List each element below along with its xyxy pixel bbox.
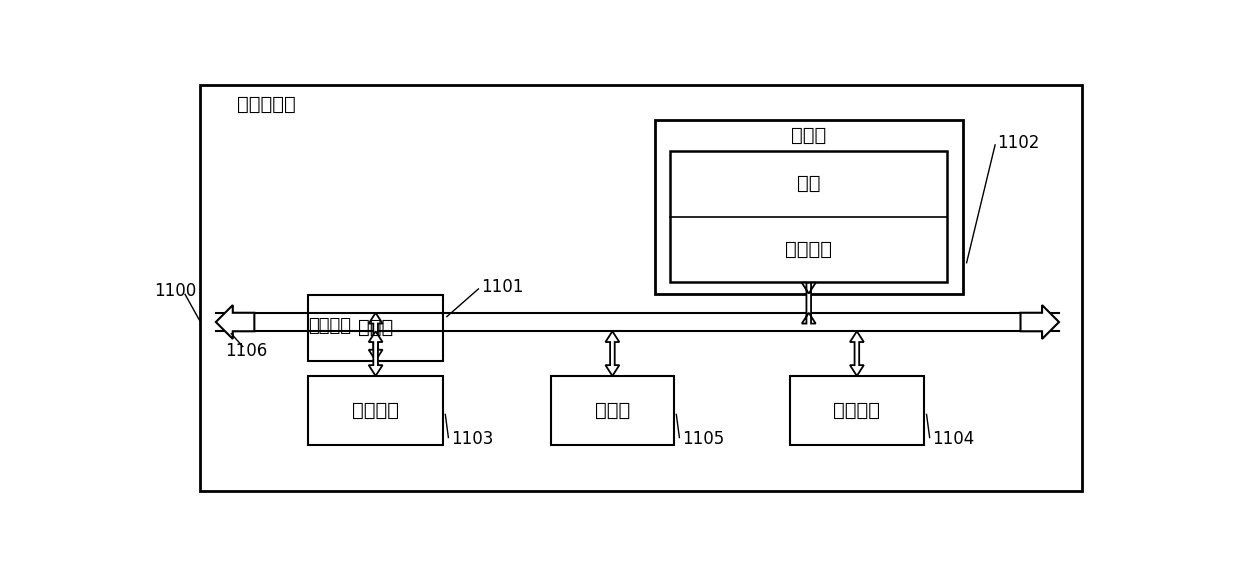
Text: 显示器: 显示器 [595,401,630,420]
Text: 1106: 1106 [226,341,268,359]
Polygon shape [605,331,619,376]
Text: 程序: 程序 [797,174,821,194]
Text: 通信总线: 通信总线 [309,317,351,335]
Text: 1101: 1101 [481,278,523,297]
Polygon shape [802,283,816,324]
Polygon shape [849,331,864,376]
Text: 1100: 1100 [154,282,196,300]
Text: 存储器: 存储器 [791,126,826,145]
Polygon shape [216,305,254,339]
Text: 整车控制器: 整车控制器 [237,95,295,114]
Text: 输入单元: 输入单元 [833,401,880,420]
Bar [790,376,924,445]
Polygon shape [1021,305,1059,339]
Text: 1105: 1105 [682,430,724,448]
Text: 1102: 1102 [997,134,1040,152]
Text: 操作系统: 操作系统 [785,240,832,259]
Bar [670,151,947,282]
Bar [309,295,443,361]
Bar [655,121,962,294]
Text: 处理器: 处理器 [358,318,393,337]
Bar [551,376,675,445]
Polygon shape [368,313,383,361]
Text: 通信接口: 通信接口 [352,401,399,420]
Text: 1104: 1104 [932,430,975,448]
Polygon shape [368,331,383,376]
Bar [309,376,443,445]
Text: 1103: 1103 [450,430,494,448]
